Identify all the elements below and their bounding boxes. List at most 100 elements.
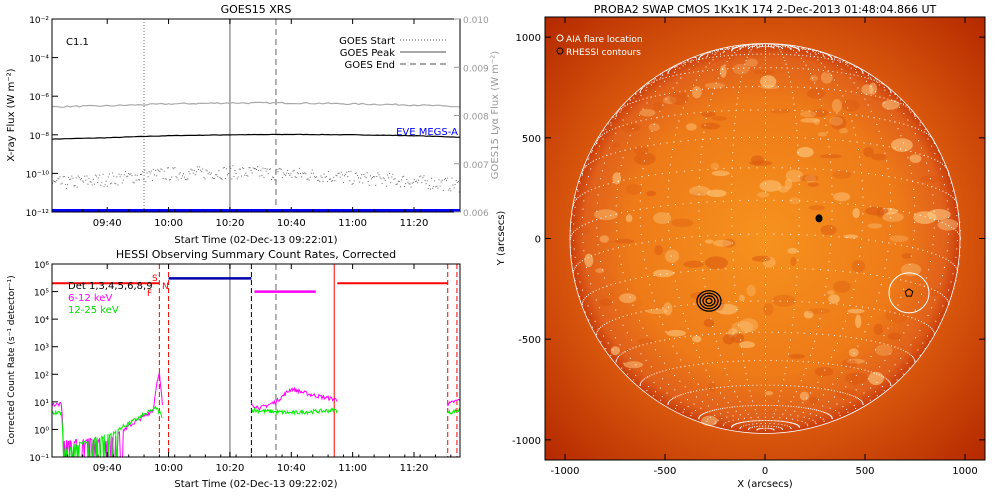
goes-short-point xyxy=(383,178,385,180)
grid-dot xyxy=(649,137,651,139)
goes-short-point xyxy=(312,172,314,174)
grid-dot xyxy=(766,420,768,421)
grid-dot xyxy=(653,78,655,80)
grid-dot xyxy=(750,44,752,45)
grid-dot xyxy=(785,46,787,48)
grid-dot xyxy=(649,284,651,286)
grid-dot xyxy=(781,136,782,138)
grid-dot xyxy=(753,44,755,45)
sun-bright-region xyxy=(701,415,718,427)
grid-dot xyxy=(746,379,748,381)
sun-bright-region xyxy=(803,310,814,319)
sun-dark-region xyxy=(832,170,852,179)
grid-dot xyxy=(817,387,819,389)
grid-dot xyxy=(909,165,911,166)
grid-dot xyxy=(586,184,588,186)
grid-dot xyxy=(917,182,919,184)
goes-short-point xyxy=(58,178,60,180)
grid-dot xyxy=(914,318,916,320)
grid-dot xyxy=(858,67,859,69)
grid-dot xyxy=(861,69,862,71)
grid-dot xyxy=(669,368,670,370)
grid-dot xyxy=(839,90,841,91)
grid-dot xyxy=(698,418,700,420)
grid-dot xyxy=(870,371,872,373)
goes-short-point xyxy=(206,170,208,172)
grid-dot xyxy=(919,284,921,286)
grid-dot xyxy=(714,414,716,416)
goes-short-point xyxy=(252,167,254,169)
grid-dot xyxy=(731,50,733,52)
grid-dot xyxy=(684,73,686,74)
grid-dot xyxy=(786,54,788,56)
grid-dot xyxy=(757,47,758,48)
grid-dot xyxy=(684,63,686,65)
grid-dot xyxy=(731,159,733,161)
sun-dark-region xyxy=(703,318,715,328)
grid-dot xyxy=(731,217,733,219)
grid-dot xyxy=(635,94,637,95)
grid-dot xyxy=(678,120,680,122)
grid-dot xyxy=(687,304,688,306)
grid-dot xyxy=(772,43,774,45)
goes-short-point xyxy=(205,169,207,171)
grid-dot xyxy=(616,238,618,240)
grid-dot xyxy=(674,396,676,398)
goes-short-point xyxy=(111,182,113,184)
grid-dot xyxy=(742,405,744,407)
grid-dot xyxy=(815,414,817,416)
grid-dot xyxy=(670,68,672,69)
grid-dot xyxy=(668,383,670,385)
grid-dot xyxy=(867,307,869,309)
swap-xtick-label: 500 xyxy=(855,466,874,477)
grid-dot xyxy=(933,140,935,141)
grid-dot xyxy=(836,57,838,59)
grid-dot xyxy=(798,192,800,193)
grid-dot xyxy=(717,268,719,270)
goes-short-point xyxy=(113,175,115,177)
grid-dot xyxy=(746,56,748,58)
grid-dot xyxy=(765,404,766,406)
sun-bright-region xyxy=(739,341,755,349)
grid-dot xyxy=(946,168,948,170)
grid-dot xyxy=(765,372,766,374)
grid-dot xyxy=(779,427,781,429)
sun-dark-region xyxy=(790,256,797,267)
grid-dot xyxy=(738,422,740,424)
grid-dot xyxy=(790,233,792,235)
grid-dot xyxy=(679,67,681,69)
grid-dot xyxy=(610,354,612,356)
grid-dot xyxy=(899,106,900,108)
goes-short-point xyxy=(392,173,394,175)
grid-dot xyxy=(632,304,634,306)
grid-dot xyxy=(727,402,729,404)
goes-short-point xyxy=(228,173,230,175)
goes-short-point xyxy=(306,178,308,180)
goes-short-point xyxy=(104,184,106,186)
sun-dark-region xyxy=(620,122,639,133)
goes-short-point xyxy=(308,179,310,181)
grid-dot xyxy=(641,380,643,382)
grid-dot xyxy=(750,420,752,422)
grid-dot xyxy=(785,366,787,368)
grid-dot xyxy=(765,390,766,392)
grid-dot xyxy=(622,324,624,326)
grid-dot xyxy=(765,91,766,93)
grid-dot xyxy=(603,184,604,186)
sun-bright-region xyxy=(881,99,900,110)
grid-dot xyxy=(862,404,864,405)
grid-dot xyxy=(900,103,902,105)
goes-plot-frame xyxy=(51,18,461,213)
goes-short-point xyxy=(204,178,206,180)
grid-dot xyxy=(919,122,921,124)
grid-dot xyxy=(667,196,669,198)
grid-dot xyxy=(723,423,725,425)
grid-dot xyxy=(676,65,678,67)
grid-dot xyxy=(716,387,718,389)
grid-dot xyxy=(640,382,642,384)
grid-dot xyxy=(745,421,747,423)
grid-dot xyxy=(814,82,816,84)
grid-dot xyxy=(933,331,935,333)
grid-dot xyxy=(759,67,761,69)
hessi-panel: HESSI Observing Summary Count Rates, Cor… xyxy=(7,248,461,490)
